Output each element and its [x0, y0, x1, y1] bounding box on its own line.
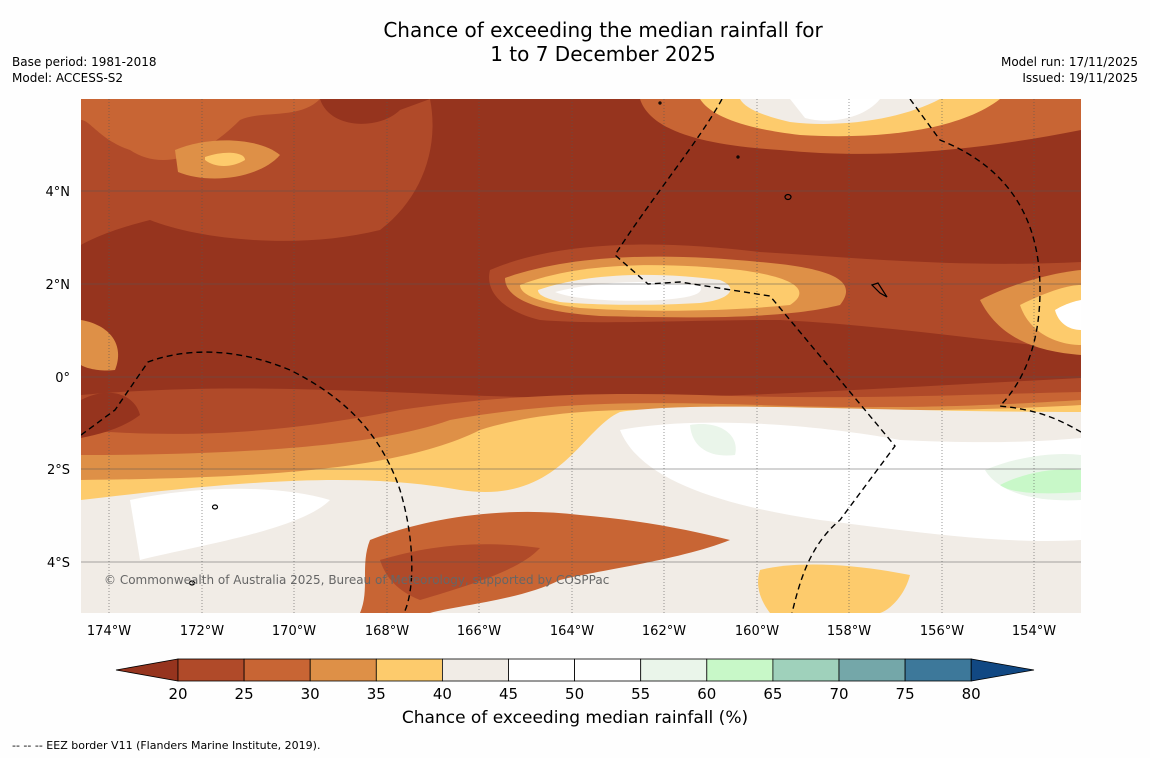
colorbar-segment	[772, 658, 840, 682]
longitude-labels: 174°W 172°W 170°W 168°W 166°W 164°W 162°…	[87, 624, 1056, 639]
map-title: Chance of exceeding the median rainfall …	[0, 18, 1150, 66]
contour-60	[1000, 469, 1081, 494]
lat-label: 4°N	[46, 185, 71, 200]
east-wet-50	[1055, 300, 1081, 330]
colorbar-segment	[441, 658, 509, 682]
nw-wet-40	[205, 152, 245, 166]
title-line-1: Chance of exceeding the median rainfall …	[383, 18, 823, 42]
lon-label: 170°W	[272, 624, 316, 639]
lon-label: 156°W	[920, 624, 964, 639]
colorbar-segment	[508, 658, 575, 682]
eez-footnote: -- -- -- EEZ border V11 (Flanders Marine…	[12, 739, 321, 752]
colorbar-segment	[177, 658, 245, 682]
west-dry-20	[81, 392, 140, 438]
wet-tongue-50	[555, 282, 701, 301]
run-info: Model run: 17/11/2025 Issued: 19/11/2025	[1001, 54, 1138, 86]
lon-label: 164°W	[550, 624, 594, 639]
colorbar-tick-label: 20	[168, 685, 187, 700]
latitude-gridlines	[81, 190, 1081, 563]
colorbar-tick-label: 65	[763, 685, 782, 700]
lon-label: 168°W	[365, 624, 409, 639]
colorbar-segment	[706, 658, 774, 682]
lon-label: 172°W	[180, 624, 224, 639]
model-run: Model run: 17/11/2025	[1000, 55, 1138, 69]
colorbar-tick-label: 75	[896, 685, 915, 700]
colorbar-tick-label: 60	[697, 685, 716, 700]
model-name: Model: ACCESS-S2	[12, 71, 124, 85]
contour-50-a	[130, 488, 330, 560]
islands	[188, 101, 888, 586]
lon-label: 174°W	[87, 624, 131, 639]
north-band-50	[790, 99, 880, 121]
lon-label: 160°W	[735, 624, 779, 639]
colorbar-segment	[838, 658, 906, 682]
colorbar-segment	[904, 658, 972, 682]
colorbar-segment	[309, 658, 377, 682]
lat-label: 4°S	[47, 556, 70, 571]
eez-borders	[81, 99, 1081, 613]
lat-label: 2°S	[47, 463, 70, 478]
colorbar-tick-label: 25	[235, 685, 254, 700]
colorbar-tick-label: 55	[631, 685, 650, 700]
lon-label: 166°W	[457, 624, 501, 639]
colorbar-segment	[375, 658, 443, 682]
base-period: Base period: 1981-2018	[12, 55, 157, 69]
east-wet-40	[1020, 285, 1081, 345]
latitude-labels: 4°N 2°N 0° 2°S 4°S	[46, 185, 71, 571]
colorbar-label: Chance of exceeding median rainfall (%)	[401, 708, 749, 728]
south-dry-core	[380, 544, 540, 600]
colorbar-extend-high	[970, 658, 1035, 682]
southeast-band	[758, 564, 910, 613]
colorbar-tick-label: 80	[962, 685, 981, 700]
colorbar-extend-low	[115, 658, 179, 682]
map-field: © Commonwealth of Australia 2025, Bureau…	[81, 99, 1081, 613]
copyright-text: © Commonwealth of Australia 2025, Bureau…	[104, 573, 609, 587]
colorbar-segment	[574, 658, 642, 682]
title-line-2: 1 to 7 December 2025	[490, 42, 716, 66]
colorbar-tick-label: 35	[367, 685, 386, 700]
colorbar-tick-label: 40	[433, 685, 452, 700]
colorbar: 20 25 30 35 40 45 50 55 60 65 70 75 80	[115, 658, 1035, 700]
contour-55-a	[690, 424, 736, 456]
lon-label: 158°W	[827, 624, 871, 639]
issued-date: Issued: 19/11/2025	[1022, 71, 1138, 85]
colorbar-segment	[640, 658, 708, 682]
colorbar-tick-label: 50	[565, 685, 584, 700]
colorbar-tick-label: 70	[829, 685, 848, 700]
colorbar-tick-label: 30	[301, 685, 320, 700]
lat-label: 0°	[55, 371, 70, 386]
nw-dry-30	[81, 99, 320, 160]
lat-label: 2°N	[46, 278, 71, 293]
colorbar-tick-label: 45	[499, 685, 518, 700]
base-info: Base period: 1981-2018 Model: ACCESS-S2	[12, 54, 157, 86]
lon-label: 154°W	[1012, 624, 1056, 639]
lon-label: 162°W	[642, 624, 686, 639]
colorbar-segment	[243, 658, 311, 682]
rainfall-map: © Commonwealth of Australia 2025, Bureau…	[46, 99, 1081, 700]
